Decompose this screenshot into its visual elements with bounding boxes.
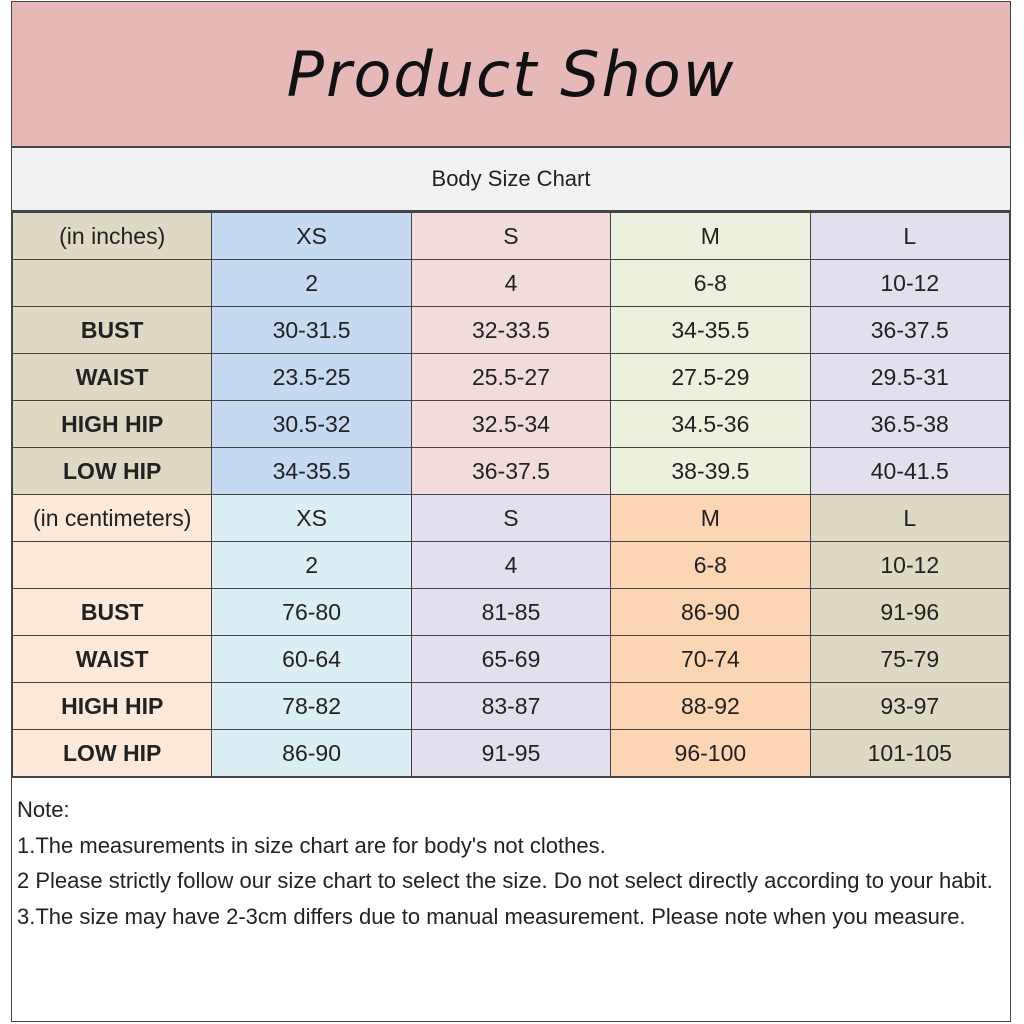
size-number-row: 2 4 6-8 10-12	[11, 259, 1011, 307]
cell: 23.5-25	[211, 353, 412, 401]
note-line: 1.The measurements in size chart are for…	[17, 832, 606, 858]
cell: 36-37.5	[809, 306, 1011, 354]
cell: 30-31.5	[211, 306, 412, 354]
cell: M	[610, 212, 811, 260]
cell: 4	[410, 541, 612, 589]
table-row: BUST 30-31.5 32-33.5 34-35.5 36-37.5	[11, 306, 1011, 354]
note-line: 2 Please strictly follow our size chart …	[17, 868, 993, 893]
cell: 81-85	[410, 588, 612, 636]
cell: 34.5-36	[610, 400, 811, 448]
cell: 70-74	[610, 635, 811, 683]
cell: M	[610, 494, 811, 542]
cell: XS	[211, 212, 412, 260]
cell: 60-64	[211, 635, 412, 683]
cell: 32.5-34	[410, 400, 612, 448]
notes: Note: 1.The measurements in size chart a…	[12, 777, 1010, 948]
cell: 38-39.5	[610, 447, 811, 495]
row-label: HIGH HIP	[11, 400, 213, 448]
cell: 36-37.5	[410, 447, 612, 495]
row-label: LOW HIP	[11, 729, 213, 777]
cell: 78-82	[211, 682, 412, 730]
cell: 91-95	[410, 729, 612, 777]
row-label: BUST	[11, 306, 213, 354]
cell: 2	[211, 259, 412, 307]
size-chart: Product Show Body Size Chart (in inches)…	[11, 1, 1011, 1022]
cell: 88-92	[610, 682, 811, 730]
row-label: (in centimeters)	[11, 494, 213, 542]
page-title: Product Show	[12, 2, 1010, 148]
cell: 6-8	[610, 259, 811, 307]
table-row: LOW HIP 86-90 91-95 96-100 101-105	[11, 729, 1011, 777]
cell: 86-90	[211, 729, 412, 777]
row-label	[11, 259, 213, 307]
table-row: HIGH HIP 78-82 83-87 88-92 93-97	[11, 682, 1011, 730]
chart-subtitle: Body Size Chart	[12, 148, 1010, 212]
cell: 6-8	[610, 541, 811, 589]
table-row: BUST 76-80 81-85 86-90 91-96	[11, 588, 1011, 636]
row-label: HIGH HIP	[11, 682, 213, 730]
row-label: WAIST	[11, 353, 213, 401]
note-heading: Note:	[17, 797, 70, 822]
cell: 96-100	[610, 729, 811, 777]
cell: 34-35.5	[610, 306, 811, 354]
row-label: LOW HIP	[11, 447, 213, 495]
cell: 83-87	[410, 682, 612, 730]
table-row: LOW HIP 34-35.5 36-37.5 38-39.5 40-41.5	[11, 447, 1011, 495]
cell: S	[410, 494, 612, 542]
size-header-row: (in inches) XS S M L	[11, 212, 1011, 260]
row-label: BUST	[11, 588, 213, 636]
table-row: HIGH HIP 30.5-32 32.5-34 34.5-36 36.5-38	[11, 400, 1011, 448]
row-label: (in inches)	[11, 212, 213, 260]
cell: 76-80	[211, 588, 412, 636]
cell: 29.5-31	[809, 353, 1011, 401]
cell: 75-79	[809, 635, 1011, 683]
cell: 93-97	[809, 682, 1011, 730]
cell: 91-96	[809, 588, 1011, 636]
row-label: WAIST	[11, 635, 213, 683]
note-line: 3.The size may have 2-3cm differs due to…	[17, 903, 966, 929]
cell: L	[809, 494, 1011, 542]
cell: 10-12	[809, 259, 1011, 307]
cell: 34-35.5	[211, 447, 412, 495]
cell: L	[809, 212, 1011, 260]
size-number-row: 2 4 6-8 10-12	[11, 541, 1011, 589]
cell: 65-69	[410, 635, 612, 683]
table-row: WAIST 60-64 65-69 70-74 75-79	[11, 635, 1011, 683]
size-header-row: (in centimeters) XS S M L	[11, 494, 1011, 542]
cell: 32-33.5	[410, 306, 612, 354]
cell: S	[410, 212, 612, 260]
cell: 36.5-38	[809, 400, 1011, 448]
cell: 86-90	[610, 588, 811, 636]
cell: 4	[410, 259, 612, 307]
size-table: (in inches) XS S M L 2 4 6-8 10-12 BUST 30-31.5 32-…	[11, 212, 1011, 777]
cell: 30.5-32	[211, 400, 412, 448]
cell: 101-105	[809, 729, 1011, 777]
cell: 40-41.5	[809, 447, 1011, 495]
row-label	[11, 541, 213, 589]
cell: 2	[211, 541, 412, 589]
cell: 27.5-29	[610, 353, 811, 401]
cell: 10-12	[809, 541, 1011, 589]
cell: 25.5-27	[410, 353, 612, 401]
table-row: WAIST 23.5-25 25.5-27 27.5-29 29.5-31	[11, 353, 1011, 401]
cell: XS	[211, 494, 412, 542]
